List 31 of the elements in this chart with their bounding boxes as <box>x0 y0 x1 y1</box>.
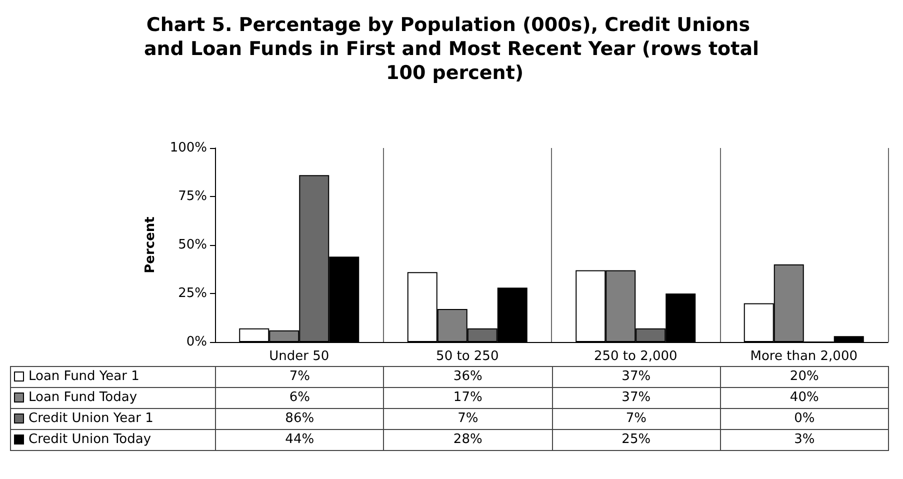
x-tick-label: Under 50 <box>269 349 330 364</box>
legend-label: Credit Union Today <box>28 432 152 447</box>
y-tick-label: 100% <box>170 140 207 156</box>
y-tick-label: 0% <box>186 334 207 350</box>
data-label: 28% <box>384 430 552 450</box>
data-label: 0% <box>720 408 888 430</box>
y-axis-title: Percent <box>143 216 158 274</box>
x-tick-label: More than 2,000 <box>750 349 858 364</box>
legend-label: Loan Fund Year 1 <box>28 369 140 384</box>
data-label: 44% <box>216 430 384 450</box>
data-label: 7% <box>384 408 552 430</box>
data-label: 37% <box>552 388 720 408</box>
data-label: 40% <box>720 388 888 408</box>
data-label: 86% <box>216 408 384 430</box>
data-label: 7% <box>216 366 384 388</box>
data-label: 36% <box>384 366 552 388</box>
y-tick-label: 50% <box>178 238 207 252</box>
y-tick-label: 75% <box>178 189 207 204</box>
data-label: 37% <box>552 366 720 388</box>
chart-title: Chart 5. Percentage by Population (000s), Credit Unions and Loan Funds in First and Most Recent Year (rows total 100 percent) <box>144 14 760 84</box>
x-tick-label: 250 to 2,000 <box>594 349 678 364</box>
data-label: 17% <box>384 388 552 408</box>
data-label: 3% <box>720 430 888 450</box>
legend-label: Credit Union Year 1 <box>28 411 154 426</box>
data-label: 20% <box>720 366 888 388</box>
data-label: 7% <box>552 408 720 430</box>
y-tick-label: 25% <box>178 286 207 301</box>
x-tick-label: 50 to 250 <box>436 349 499 364</box>
data-label: 6% <box>216 388 384 408</box>
data-label: 25% <box>552 430 720 450</box>
legend-label: Loan Fund Today <box>28 390 138 405</box>
